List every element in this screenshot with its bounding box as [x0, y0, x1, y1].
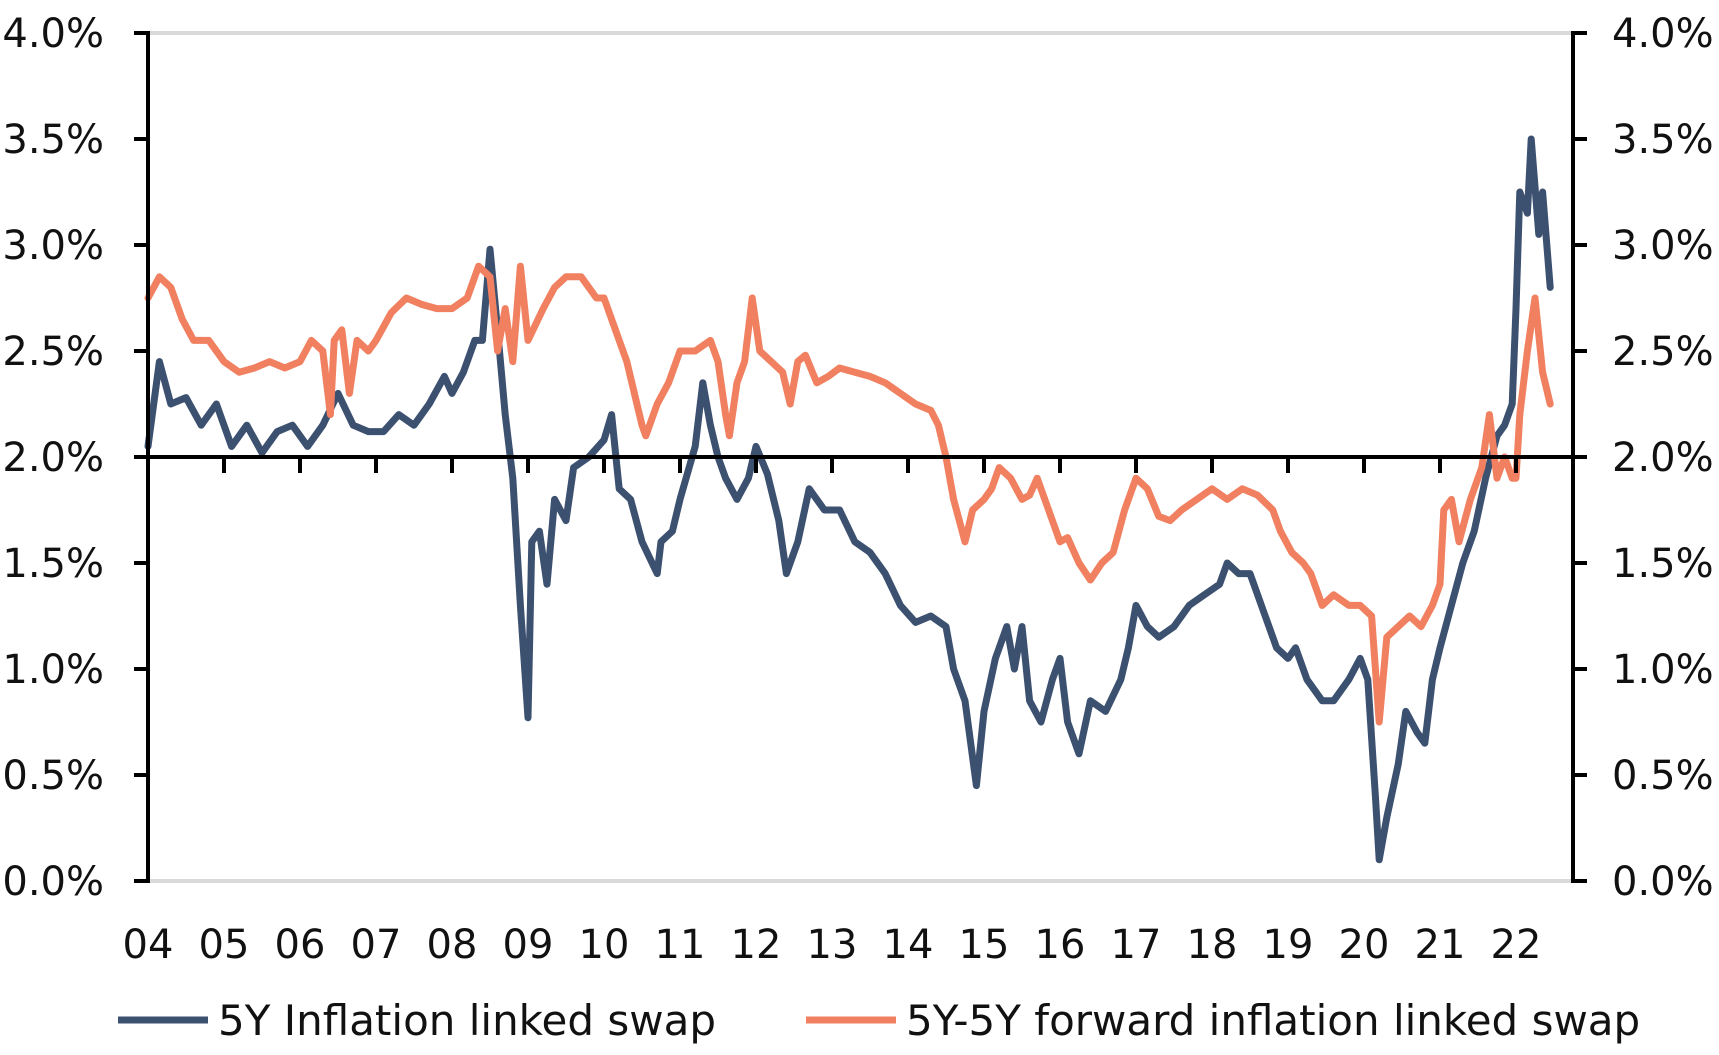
axes: 0.0% 0.0% 0.5% 0.5% 1.0% 1.0% 1.5% 1.5% 2.0% 2.0%…	[2, 11, 1713, 968]
x-tick-label: 07	[351, 922, 402, 968]
right-y-tick-label: 1.5%	[1612, 541, 1714, 587]
left-y-tick-label: 0.0%	[2, 859, 104, 905]
x-tick-label: 18	[1187, 922, 1238, 968]
x-tick-label: 21	[1415, 922, 1466, 968]
legend-label: 5Y Inflation linked swap	[218, 996, 716, 1045]
gridlines	[148, 31, 1573, 883]
x-tick-label: 12	[731, 922, 782, 968]
series-lines	[144, 135, 1554, 864]
left-y-tick-label: 3.5%	[2, 117, 104, 163]
x-tick-label: 04	[123, 922, 174, 968]
right-y-tick-label: 0.0%	[1612, 859, 1714, 905]
series-line-five-year-ils	[144, 135, 1554, 864]
left-y-tick-label: 2.5%	[2, 329, 104, 375]
left-y-tick-label: 1.0%	[2, 647, 104, 693]
right-y-tick-label: 0.5%	[1612, 753, 1714, 799]
x-tick-label: 17	[1111, 922, 1162, 968]
x-tick-label: 10	[579, 922, 630, 968]
right-y-tick-label: 3.5%	[1612, 117, 1714, 163]
x-tick-label: 15	[959, 922, 1010, 968]
series-line-five-year-five-year-forward-ils	[144, 262, 1554, 726]
left-y-tick-label: 2.0%	[2, 435, 104, 481]
left-y-tick-label: 3.0%	[2, 223, 104, 269]
x-tick-label: 19	[1263, 922, 1314, 968]
x-tick-label: 14	[883, 922, 934, 968]
right-y-tick-label: 2.0%	[1612, 435, 1714, 481]
right-y-tick-label: 1.0%	[1612, 647, 1714, 693]
left-y-tick-label: 4.0%	[2, 11, 104, 57]
x-tick-label: 16	[1035, 922, 1086, 968]
right-y-tick-label: 2.5%	[1612, 329, 1714, 375]
right-y-tick-label: 4.0%	[1612, 11, 1714, 57]
legend: 5Y Inflation linked swap 5Y-5Y forward in…	[118, 996, 1640, 1045]
x-tick-label: 11	[655, 922, 706, 968]
x-tick-label: 09	[503, 922, 554, 968]
x-tick-label: 22	[1491, 922, 1542, 968]
x-tick-label: 20	[1339, 922, 1390, 968]
x-tick-label: 13	[807, 922, 858, 968]
left-y-tick-label: 1.5%	[2, 541, 104, 587]
x-tick-label: 05	[199, 922, 250, 968]
right-y-tick-label: 3.0%	[1612, 223, 1714, 269]
left-y-tick-label: 0.5%	[2, 753, 104, 799]
x-tick-label: 06	[275, 922, 326, 968]
x-tick-label: 08	[427, 922, 478, 968]
legend-label: 5Y-5Y forward inflation linked swap	[906, 996, 1640, 1045]
